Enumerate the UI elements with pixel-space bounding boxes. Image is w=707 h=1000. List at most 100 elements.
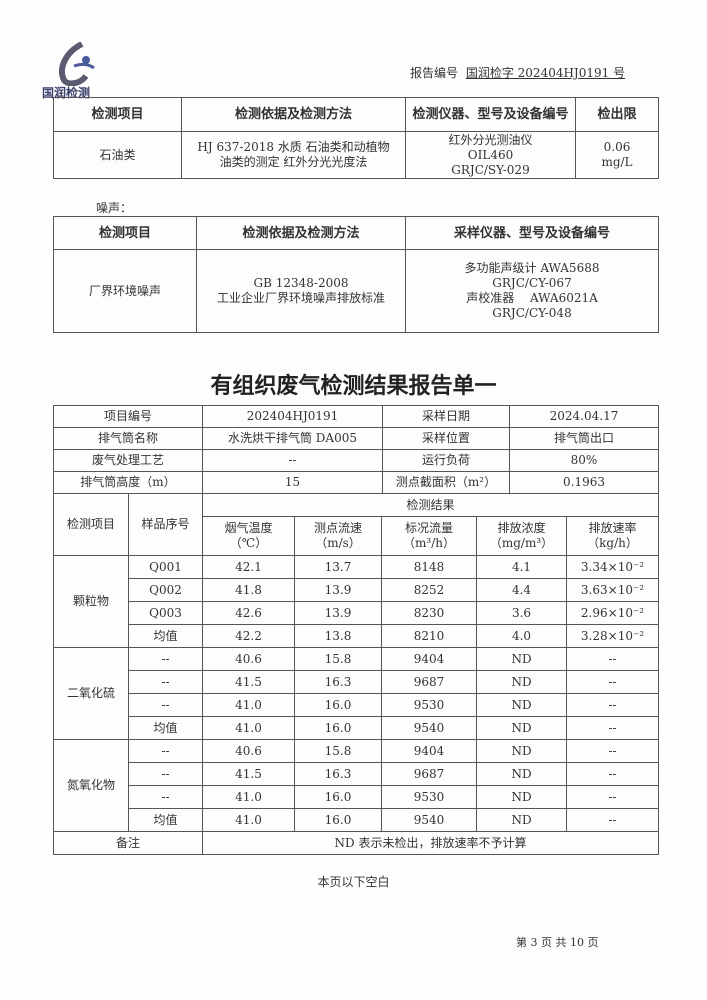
value-cell: 3.34×10⁻² bbox=[565, 555, 660, 579]
column-unit: （m³/h） bbox=[403, 536, 455, 550]
value-cell: -- bbox=[565, 647, 660, 671]
value-cell: 42.1 bbox=[202, 555, 295, 579]
method-table: 检测项目 检测依据及检测方法 检测仪器、型号及设备编号 检出限 石油类 HJ 6… bbox=[53, 97, 659, 179]
value-cell: -- bbox=[565, 693, 660, 717]
column-unit: （mg/m³） bbox=[489, 536, 554, 550]
value-cell: 41.5 bbox=[202, 670, 295, 694]
header-sample: 样品序号 bbox=[128, 493, 203, 556]
value-cell: ND bbox=[476, 739, 567, 763]
report-number: 报告编号 国润检字 202404HJ0191 号 bbox=[410, 64, 625, 81]
table-row: 二氧化硫 -- 40.6 15.8 9404 ND -- bbox=[53, 647, 660, 740]
header-cell: 检测依据及检测方法 bbox=[196, 216, 406, 250]
value-cell: 9530 bbox=[381, 785, 477, 809]
table-row: 均值 42.2 13.8 8210 4.0 3.28×10⁻² bbox=[54, 624, 660, 648]
value-cell: 16.0 bbox=[294, 716, 382, 740]
value-cell: 9687 bbox=[381, 762, 477, 786]
table-row: 均值 41.0 16.0 9540 ND -- bbox=[54, 716, 660, 740]
header-item: 检测项目 bbox=[53, 493, 129, 556]
sample-cell: 均值 bbox=[128, 808, 203, 832]
noise-label: 噪声： bbox=[96, 201, 133, 215]
value-cell: 16.0 bbox=[294, 785, 382, 809]
value-cell: 8148 bbox=[381, 555, 477, 579]
value-cell: 9540 bbox=[381, 716, 477, 740]
method-line: 工业企业厂界环境噪声排放标准 bbox=[216, 291, 385, 305]
method-cell: HJ 637-2018 水质 石油类和动植物油类的测定 红外分光光度法 bbox=[181, 131, 406, 179]
value-cell: 42.6 bbox=[202, 601, 295, 625]
column-name: 测点流速 bbox=[313, 521, 362, 535]
item-cell: 厂界环境噪声 bbox=[53, 249, 197, 333]
limit-value: 0.06 bbox=[603, 140, 631, 154]
info-value: 排气筒出口 bbox=[509, 427, 659, 450]
header-cell: 检测项目 bbox=[53, 216, 197, 250]
value-cell: ND bbox=[476, 785, 567, 809]
info-row: 排气筒高度（m） 15 测点截面积（m²） 0.1963 bbox=[53, 471, 659, 494]
table-row: 颗粒物 Q001 42.1 13.7 8148 4.1 3.34×10⁻² bbox=[53, 555, 660, 648]
item-cell: 氮氧化物 bbox=[53, 739, 129, 832]
header-cell: 采样仪器、型号及设备编号 bbox=[405, 216, 659, 250]
header-group: 检测结果 bbox=[201, 493, 660, 517]
sample-cell: Q001 bbox=[128, 555, 203, 579]
remark-text: ND 表示未检出，排放速率不予计算 bbox=[201, 831, 660, 855]
table-row: -- 41.5 16.3 9687 ND -- bbox=[54, 762, 660, 786]
value-cell: 9687 bbox=[381, 670, 477, 694]
value-cell: 41.8 bbox=[202, 578, 295, 602]
instrument-cell: 多功能声级计 AWA5688 GRJC/CY-067 声校准器 AWA6021A GR… bbox=[405, 249, 659, 333]
sample-cell: Q003 bbox=[128, 601, 203, 625]
sample-cell: -- bbox=[128, 693, 203, 717]
value-cell: -- bbox=[565, 808, 660, 832]
value-cell: -- bbox=[565, 716, 660, 740]
column-header: 排放浓度 （mg/m³） bbox=[476, 516, 567, 556]
column-name: 标况流量 bbox=[404, 521, 453, 535]
value-cell: 41.5 bbox=[202, 762, 295, 786]
header-cell: 检测仪器、型号及设备编号 bbox=[405, 97, 576, 132]
value-cell: ND bbox=[476, 647, 567, 671]
table-row: 氮氧化物 -- 40.6 15.8 9404 ND -- bbox=[53, 739, 660, 832]
table-row: -- 41.0 16.0 9530 ND -- bbox=[54, 693, 660, 717]
info-value: 15 bbox=[202, 471, 383, 494]
results-table: 检测项目 样品序号 检测结果 烟气温度 （℃） 测点流速 （m/s） 标况流量 （m³/h… bbox=[53, 493, 660, 855]
value-cell: ND bbox=[476, 693, 567, 717]
table-row: Q003 42.6 13.9 8230 3.6 2.96×10⁻² bbox=[54, 601, 660, 625]
column-name: 烟气温度 bbox=[224, 521, 273, 535]
info-label: 运行负荷 bbox=[382, 449, 510, 472]
table-row: 均值 41.0 16.0 9540 ND -- bbox=[54, 808, 660, 832]
info-label: 测点截面积（m²） bbox=[382, 471, 510, 494]
instrument-line: 声校准器 AWA6021A bbox=[466, 291, 598, 305]
value-cell: 8230 bbox=[381, 601, 477, 625]
header-cell: 检测项目 bbox=[53, 97, 182, 132]
value-cell: 8252 bbox=[381, 578, 477, 602]
column-unit: （m/s） bbox=[315, 536, 361, 550]
info-label: 排气筒高度（m） bbox=[53, 471, 203, 494]
info-label: 废气处理工艺 bbox=[53, 449, 203, 472]
column-header: 烟气温度 （℃） bbox=[202, 516, 295, 556]
value-cell: 9404 bbox=[381, 739, 477, 763]
value-cell: ND bbox=[476, 808, 567, 832]
value-cell: 41.0 bbox=[202, 808, 295, 832]
value-cell: 9530 bbox=[381, 693, 477, 717]
value-cell: 13.9 bbox=[294, 601, 382, 625]
info-row: 废气处理工艺 -- 运行负荷 80% bbox=[53, 449, 659, 472]
value-cell: 41.0 bbox=[202, 785, 295, 809]
info-value: 0.1963 bbox=[509, 471, 659, 494]
company-logo bbox=[59, 42, 95, 86]
value-cell: -- bbox=[565, 785, 660, 809]
instrument-line: GRJC/SY-029 bbox=[451, 162, 530, 177]
sample-cell: -- bbox=[128, 670, 203, 694]
column-name: 排放浓度 bbox=[497, 521, 546, 535]
sample-cell: Q002 bbox=[128, 578, 203, 602]
report-number-label: 报告编号 bbox=[410, 66, 459, 80]
instrument-line: 红外分光测油仪 bbox=[448, 132, 533, 147]
column-name: 排放速率 bbox=[588, 521, 637, 535]
info-value: 80% bbox=[509, 449, 659, 472]
info-label: 采样日期 bbox=[382, 405, 510, 428]
column-unit: （kg/h） bbox=[587, 536, 638, 550]
page-footer: 第 3 页 共 10 页 bbox=[516, 936, 599, 949]
instrument-line: GRJC/CY-067 bbox=[492, 276, 572, 290]
value-cell: 8210 bbox=[381, 624, 477, 648]
limit-cell: 0.06 mg/L bbox=[575, 131, 659, 179]
value-cell: 15.8 bbox=[294, 647, 382, 671]
sample-cell: 均值 bbox=[128, 624, 203, 648]
column-header: 测点流速 （m/s） bbox=[294, 516, 382, 556]
value-cell: -- bbox=[565, 762, 660, 786]
value-cell: 16.3 bbox=[294, 762, 382, 786]
